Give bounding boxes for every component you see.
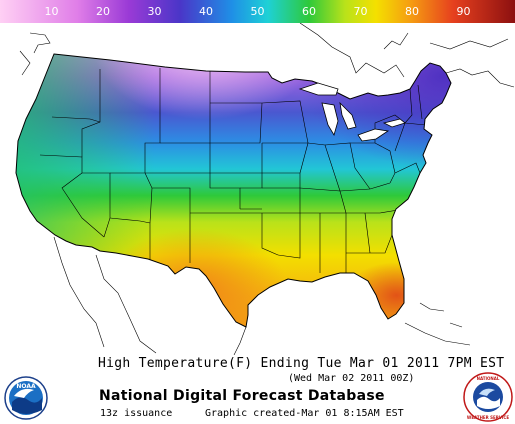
legend-tick-label: 40 xyxy=(199,5,213,18)
svg-text:NATIONAL: NATIONAL xyxy=(477,376,500,381)
agency-name: National Digital Forecast Database xyxy=(99,388,385,404)
color-legend-bar xyxy=(0,0,515,23)
legend-tick-label: 90 xyxy=(457,5,471,18)
svg-text:NOAA: NOAA xyxy=(16,383,36,390)
national-weather-service-logo: NATIONAL WEATHER SERVICE xyxy=(463,372,513,422)
temperature-field xyxy=(16,54,451,327)
map-subtitle: (Wed Mar 02 2011 00Z) xyxy=(288,373,415,384)
legend-tick-label: 60 xyxy=(302,5,316,18)
legend-tick-label: 50 xyxy=(251,5,265,18)
svg-text:WEATHER SERVICE: WEATHER SERVICE xyxy=(467,415,509,420)
temperature-map xyxy=(0,23,515,355)
legend-tick-label: 80 xyxy=(405,5,419,18)
neighboring-land-outlines xyxy=(19,23,515,355)
noaa-logo: NOAA xyxy=(4,376,48,420)
issuance-time: 13z issuance xyxy=(100,408,173,419)
legend-tick-label: 30 xyxy=(148,5,162,18)
state-boundaries xyxy=(39,68,427,275)
temperature-color-legend: 10 20 30 40 50 60 70 80 90 xyxy=(0,0,515,23)
map-title: High Temperature(F) Ending Tue Mar 01 20… xyxy=(98,356,505,371)
legend-tick-label: 70 xyxy=(354,5,368,18)
legend-tick-label: 20 xyxy=(96,5,110,18)
legend-tick-label: 10 xyxy=(45,5,59,18)
great-lakes xyxy=(298,82,406,142)
graphic-created-time: Graphic created-Mar 01 8:15AM EST xyxy=(205,408,404,419)
